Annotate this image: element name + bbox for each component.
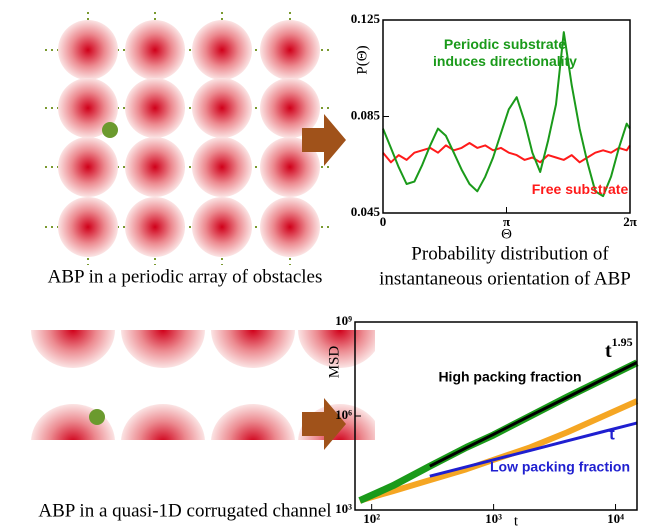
annotation-superscript: 1.95: [612, 335, 633, 349]
x-axis-label: t: [514, 513, 519, 527]
annotation-text: t: [605, 340, 612, 362]
obstacle: [192, 20, 252, 80]
y-tick-label: 10⁶: [335, 407, 352, 422]
caption: ABP in a quasi-1D corrugated channel: [38, 500, 331, 521]
annotation: Periodic substrate: [444, 36, 566, 52]
x-axis-label: Θ: [501, 226, 512, 242]
obstacle: [58, 197, 118, 257]
obstacle: [211, 330, 295, 368]
series-label: High packing fraction: [438, 369, 581, 385]
obstacle: [260, 20, 320, 80]
obstacle-lattice: [45, 12, 330, 265]
series-label: t: [609, 424, 615, 443]
obstacle: [260, 197, 320, 257]
obstacle: [125, 20, 185, 80]
series-line: [358, 398, 639, 504]
obstacle: [192, 78, 252, 138]
annotation-text: induces directionality: [433, 53, 577, 69]
x-tick-label: 2π: [623, 214, 637, 229]
x-tick-label: 0: [380, 214, 387, 229]
series-line: [429, 421, 638, 478]
obstacle: [125, 197, 185, 257]
obstacle: [31, 330, 115, 368]
particle: [102, 122, 118, 138]
y-axis-label: P(Θ): [354, 45, 370, 74]
caption: Probability distribution of: [411, 243, 609, 264]
obstacle: [58, 20, 118, 80]
corrugated-channel: [31, 330, 375, 440]
obstacle: [58, 137, 118, 197]
obstacle: [121, 330, 205, 368]
y-tick-label: 0.085: [351, 107, 381, 122]
obstacle: [192, 197, 252, 257]
y-axis-label: MSD: [326, 346, 342, 379]
y-tick-label: 0.045: [351, 204, 381, 219]
series-line: [382, 142, 631, 164]
plot-frame: [354, 321, 638, 511]
x-tick-label: π: [503, 214, 510, 229]
obstacle: [260, 78, 320, 138]
obstacle: [121, 404, 205, 440]
caption: instantaneous orientation of ABP: [379, 268, 631, 289]
y-tick-label: 10⁹: [335, 313, 352, 328]
obstacle: [58, 78, 118, 138]
x-tick-label: 10⁴: [607, 511, 624, 526]
obstacle: [192, 137, 252, 197]
arrow: [302, 114, 346, 166]
y-tick-label: 10³: [335, 501, 352, 516]
y-tick-label: 0.125: [351, 11, 381, 26]
series-line: [382, 31, 631, 198]
series-line: [429, 361, 638, 468]
obstacle: [211, 404, 295, 440]
annotation: t1.95: [605, 335, 633, 362]
annotation-text: Free substrate: [532, 181, 629, 197]
annotation-text: Periodic substrate: [444, 36, 566, 52]
series-label: Low packing fraction: [490, 459, 630, 475]
annotation: Free substrate: [532, 181, 629, 197]
annotation: induces directionality: [433, 53, 577, 69]
obstacle: [125, 78, 185, 138]
x-tick-label: 10²: [363, 511, 380, 526]
particle: [89, 409, 105, 425]
plot-frame: [382, 19, 631, 214]
caption: ABP in a periodic array of obstacles: [48, 266, 323, 287]
x-tick-label: 10³: [485, 511, 502, 526]
obstacle: [298, 330, 375, 368]
obstacle: [125, 137, 185, 197]
arrow: [302, 398, 346, 450]
